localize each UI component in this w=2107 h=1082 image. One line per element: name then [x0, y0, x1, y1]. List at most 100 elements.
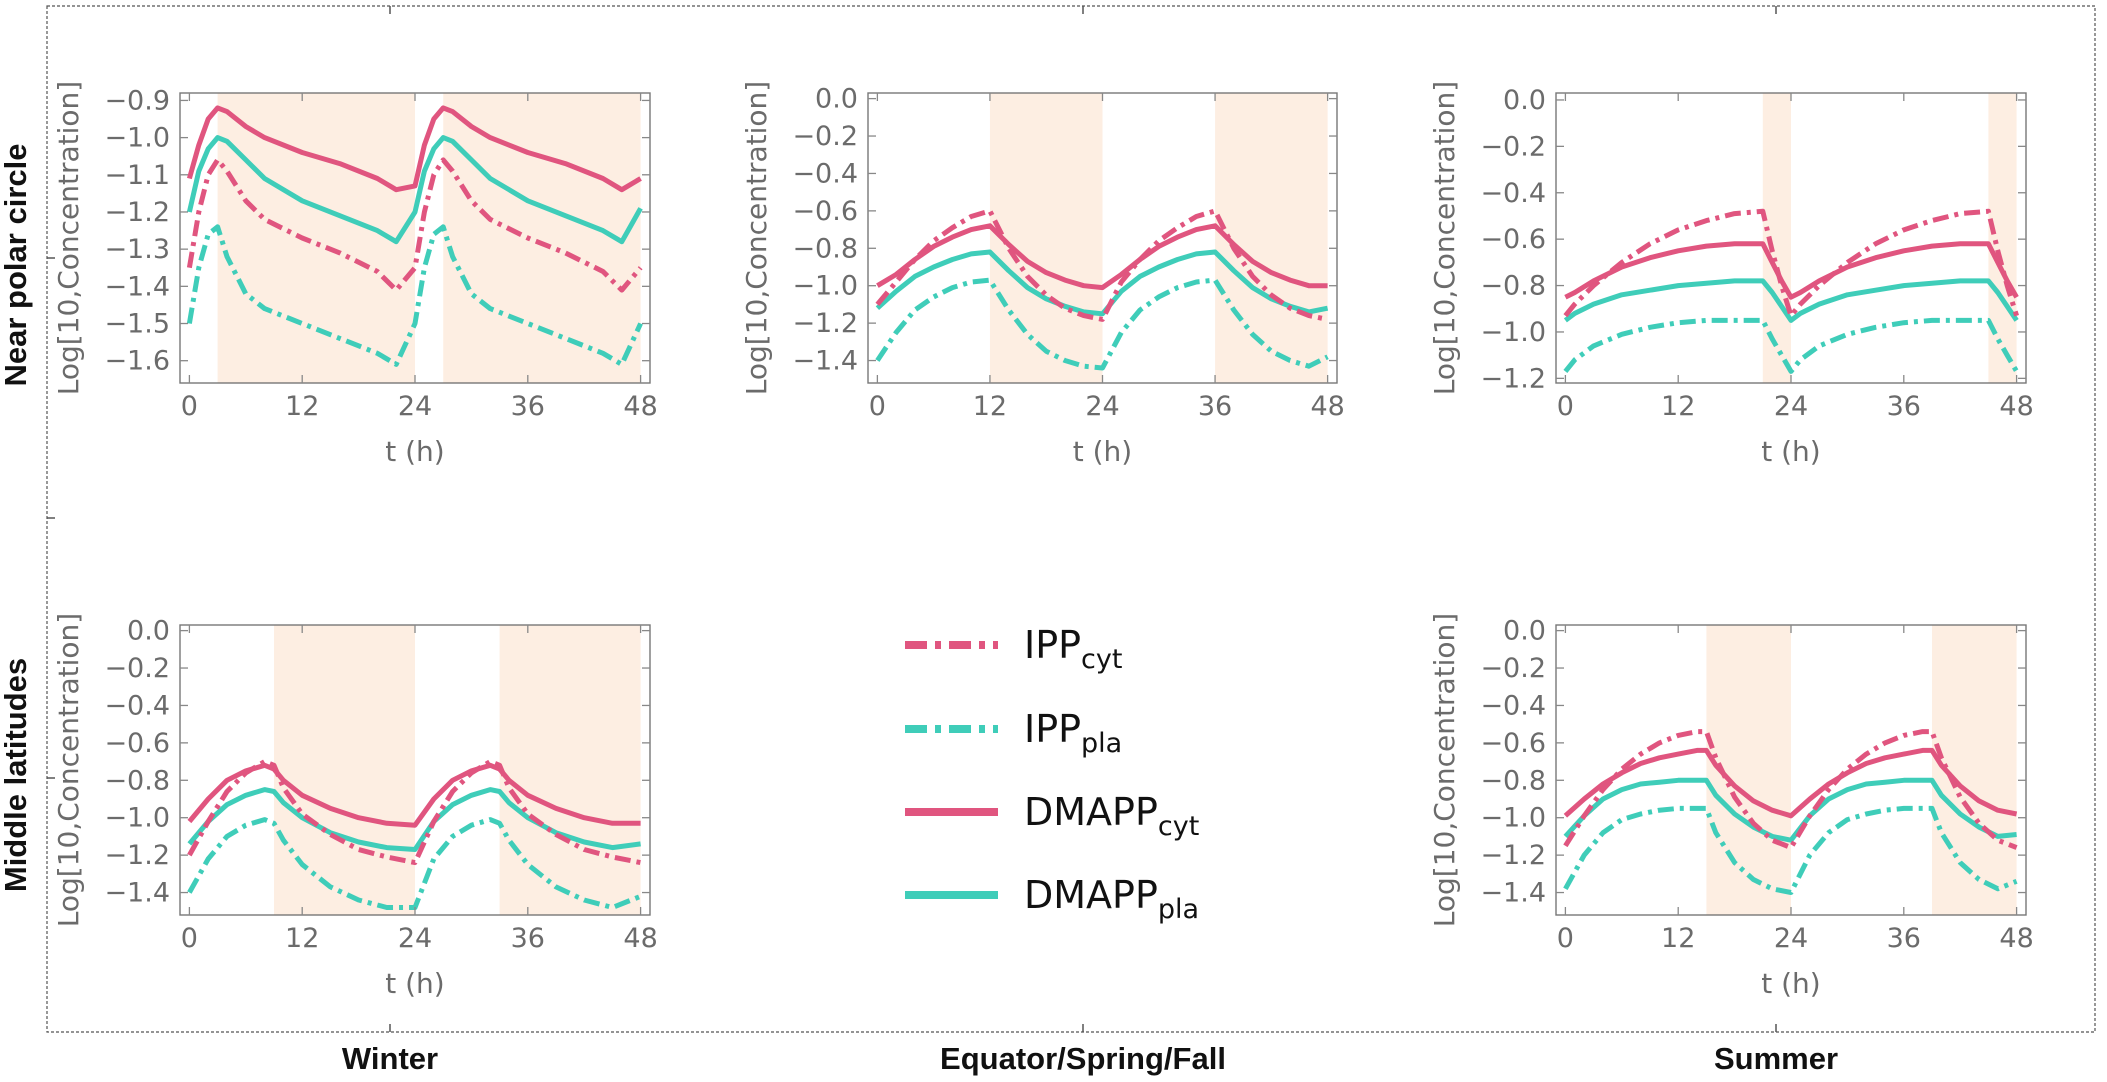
night-band	[443, 93, 641, 383]
x-axis-label: t (h)	[1073, 435, 1132, 468]
x-tick-label: 12	[1661, 391, 1695, 422]
legend-base-ipp-pla: IPP	[1024, 707, 1081, 751]
y-tick-label: −1.0	[104, 803, 170, 834]
legend-item-ipp-cyt: IPPcyt	[905, 623, 1122, 675]
x-tick-label: 24	[1774, 391, 1808, 422]
legend-label-dmapp-cyt: DMAPPcyt	[1024, 790, 1199, 842]
row-label-middle: Middle latitudes	[0, 658, 33, 892]
y-tick-label: −0.4	[104, 690, 170, 721]
y-tick-label: −0.2	[1480, 653, 1546, 684]
figure-frame	[46, 5, 2096, 1033]
col-label-summer: Summer	[1714, 1041, 1838, 1076]
series-line-ipp-cyt	[1563, 729, 2018, 851]
x-tick-label: 48	[623, 391, 657, 422]
y-tick-label: −1.2	[1480, 840, 1546, 871]
legend-item-ipp-pla: IPPpla	[905, 707, 1122, 759]
x-tick-label: 48	[1999, 391, 2033, 422]
x-tick-label: 0	[869, 391, 886, 422]
series-line-dmapp-pla	[186, 135, 643, 245]
y-tick-label: −1.0	[792, 271, 858, 302]
series-line-dmapp-cyt	[1563, 747, 2018, 819]
night-band	[274, 625, 415, 915]
y-tick-label: −0.2	[104, 653, 170, 684]
y-tick-label: −0.6	[104, 728, 170, 759]
y-tick-label: −1.4	[792, 346, 858, 377]
legend-sub-dmapp-cyt: cyt	[1158, 811, 1199, 842]
y-axis-label: Log[10,Concentration]	[740, 81, 773, 395]
legend-base-dmapp-cyt: DMAPP	[1024, 790, 1158, 834]
y-tick-label: −0.8	[792, 233, 858, 264]
night-band	[1988, 93, 2017, 383]
panel-polar-summer: 0 12 24 36 48 0.0 −0.2 −0.4 −0.6 −0.8 −1.0 −1.2 t (h…	[1428, 81, 2034, 468]
y-tick-label: −1.0	[1480, 803, 1546, 834]
series-line-ipp-cyt	[186, 157, 643, 293]
row-label-polar: Near polar circle	[0, 144, 33, 387]
night-band	[989, 93, 1103, 383]
series-line-dmapp-cyt	[186, 105, 642, 193]
x-tick-label: 0	[181, 923, 198, 954]
y-tick-label: 0.0	[1503, 616, 1546, 647]
x-tick-label: 24	[1774, 923, 1808, 954]
y-tick-label: −0.4	[1480, 690, 1546, 721]
y-tick-label: 0.0	[127, 616, 170, 647]
legend: IPPcyt IPPpla DMAPPcyt DMAPPpla	[905, 623, 1199, 925]
night-band	[217, 93, 415, 383]
x-tick-label: 12	[973, 391, 1007, 422]
x-tick-label: 12	[285, 391, 319, 422]
legend-base-ipp-cyt: IPP	[1024, 623, 1081, 667]
panel-middle-summer: 0 12 24 36 48 0.0 −0.2 −0.4 −0.6 −0.8 −1.0 −1.2 −1.4…	[1428, 613, 2034, 1000]
y-tick-label: −0.4	[792, 158, 858, 189]
legend-sub-ipp-cyt: cyt	[1081, 644, 1122, 675]
x-tick-label: 48	[1999, 923, 2033, 954]
y-tick-label: −0.2	[1480, 131, 1546, 162]
panel-polar-winter: 0 12 24 36 48 −0.9 −1.0 −1.1 −1.2 −1.3 −1.4 −1.5 −1.…	[52, 81, 658, 468]
series-line-ipp-pla	[186, 224, 643, 367]
x-tick-label: 48	[623, 923, 657, 954]
x-axis-label: t (h)	[1761, 967, 1820, 1000]
x-tick-label: 0	[181, 391, 198, 422]
x-tick-label: 36	[511, 391, 545, 422]
y-tick-label: −1.4	[1480, 878, 1546, 909]
legend-base-dmapp-pla: DMAPP	[1024, 873, 1158, 917]
series-line-dmapp-pla	[1563, 278, 2019, 323]
series-line-dmapp-cyt	[187, 762, 641, 828]
y-tick-label: −0.6	[1480, 224, 1546, 255]
y-tick-label: −1.2	[1480, 363, 1546, 394]
y-tick-label: −1.2	[104, 197, 170, 228]
legend-label-dmapp-pla: DMAPPpla	[1024, 873, 1199, 925]
x-tick-label: 36	[1198, 391, 1232, 422]
series-line-dmapp-cyt	[876, 223, 1328, 291]
night-band	[499, 625, 641, 915]
y-tick-label: −1.5	[104, 309, 170, 340]
legend-label-ipp-pla: IPPpla	[1024, 707, 1122, 759]
x-tick-label: 24	[398, 391, 432, 422]
x-tick-label: 12	[285, 923, 319, 954]
series-line-ipp-cyt	[1563, 208, 2019, 319]
x-axis-label: t (h)	[1761, 435, 1820, 468]
x-tick-label: 24	[1085, 391, 1119, 422]
y-tick-label: −0.6	[1480, 728, 1546, 759]
series-line-ipp-pla	[1563, 317, 2019, 374]
x-tick-label: 0	[1557, 391, 1574, 422]
y-tick-label: −0.8	[104, 765, 170, 796]
x-tick-label: 48	[1310, 391, 1344, 422]
col-label-winter: Winter	[342, 1041, 438, 1076]
y-tick-label: −0.9	[104, 85, 170, 116]
x-tick-label: 36	[1887, 391, 1921, 422]
y-tick-label: −0.8	[1480, 765, 1546, 796]
night-band	[1215, 93, 1328, 383]
y-tick-label: −1.6	[104, 346, 170, 377]
x-tick-label: 36	[1887, 923, 1921, 954]
series-line-ipp-pla	[1563, 805, 2018, 895]
y-axis-label: Log[10,Concentration]	[1428, 81, 1461, 395]
y-tick-label: −1.4	[104, 878, 170, 909]
y-tick-label: 0.0	[815, 84, 858, 115]
x-tick-label: 24	[398, 923, 432, 954]
y-tick-label: −0.2	[792, 121, 858, 152]
x-tick-label: 12	[1661, 923, 1695, 954]
y-tick-label: −1.1	[104, 160, 170, 191]
series-line-dmapp-cyt	[1564, 241, 2019, 300]
y-tick-label: −1.2	[792, 308, 858, 339]
panel-polar-equinox: 0 12 24 36 48 0.0 −0.2 −0.4 −0.6 −0.8 −1.0 −1.2 −1.4…	[740, 81, 1345, 468]
